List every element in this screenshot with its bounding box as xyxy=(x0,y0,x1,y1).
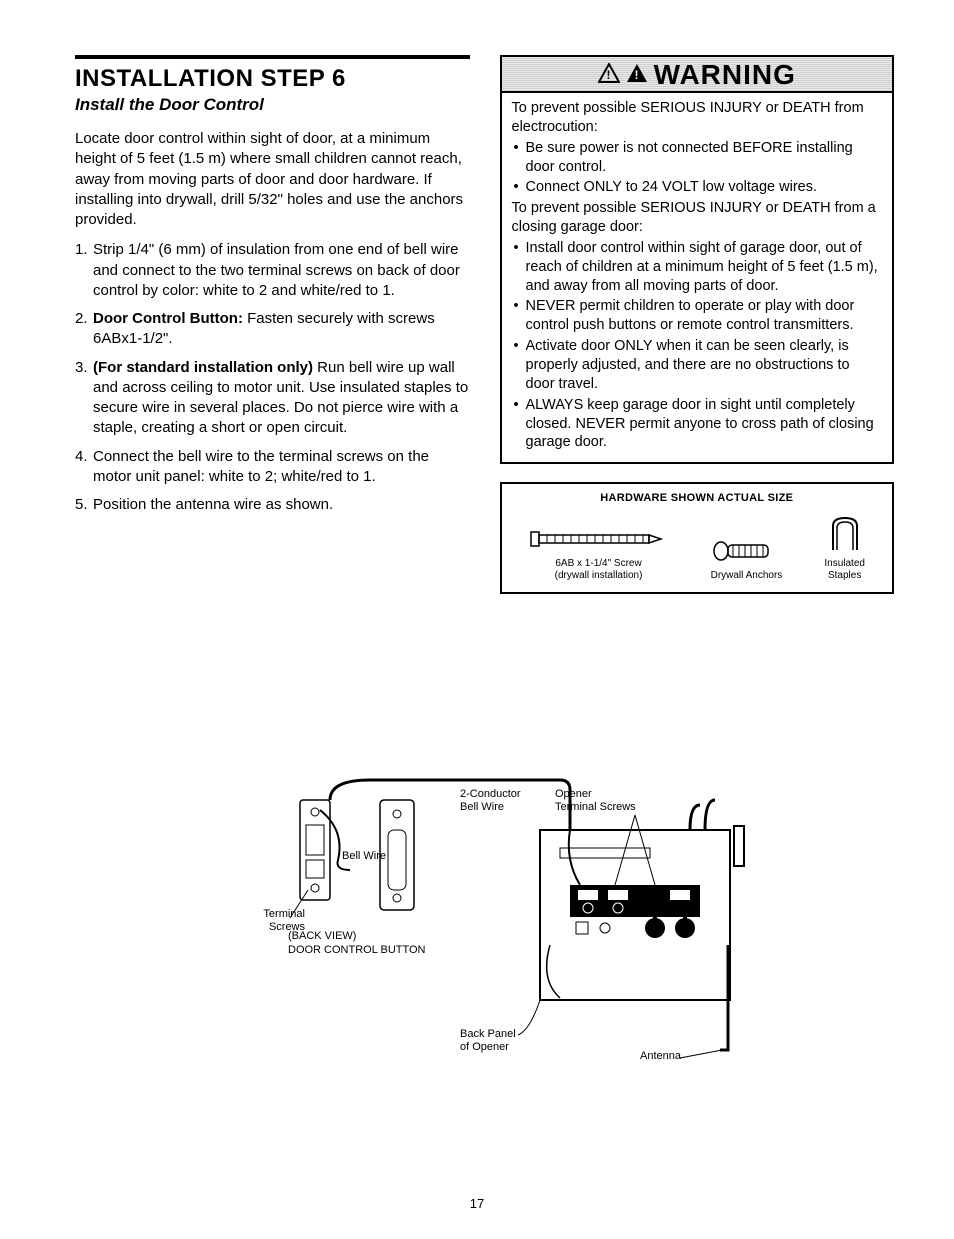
warning-triangle-icon: ! xyxy=(598,63,620,87)
svg-text:!: ! xyxy=(634,68,639,82)
label-two-conductor: 2-ConductorBell Wire xyxy=(460,788,521,813)
label-back-panel: Back Panelof Opener xyxy=(460,1028,516,1053)
warning-p2: To prevent possible SERIOUS INJURY or DE… xyxy=(512,199,883,237)
anchor-label: Drywall Anchors xyxy=(711,570,783,582)
label-back-view: (BACK VIEW) xyxy=(288,930,356,943)
warning-p1: To prevent possible SERIOUS INJURY or DE… xyxy=(512,99,883,137)
hardware-anchor: Drywall Anchors xyxy=(711,536,783,582)
hardware-title: HARDWARE SHOWN ACTUAL SIZE xyxy=(512,492,883,504)
staple-icon xyxy=(827,514,863,554)
warning-bullet-4: NEVER permit children to operate or play… xyxy=(512,297,883,335)
step-4: Connect the bell wire to the terminal sc… xyxy=(75,447,470,488)
warning-bullet-6: ALWAYS keep garage door in sight until c… xyxy=(512,396,883,453)
screw-icon xyxy=(529,524,669,554)
step-heading: INSTALLATION STEP 6 xyxy=(75,65,470,93)
warning-body: To prevent possible SERIOUS INJURY or DE… xyxy=(502,93,893,462)
step-3: (For standard installation only) Run bel… xyxy=(75,358,470,439)
hardware-screw: 6AB x 1-1/4" Screw (drywall installation… xyxy=(529,524,669,582)
warning-bullet-5: Activate door ONLY when it can be seen c… xyxy=(512,337,883,394)
warning-header: ! ! WARNING xyxy=(502,57,893,93)
anchor-icon xyxy=(711,536,781,566)
label-opener-terminal: OpenerTerminal Screws xyxy=(555,788,636,813)
intro-paragraph: Locate door control within sight of door… xyxy=(75,129,470,230)
label-bell-wire: Bell Wire xyxy=(342,850,386,863)
right-column: ! ! WARNING To prevent possible SERIOUS … xyxy=(500,55,895,594)
staple-label: Insulated xyxy=(824,558,865,570)
hardware-staple: Insulated Staples xyxy=(824,514,865,582)
heading-rule xyxy=(75,55,470,59)
svg-text:!: ! xyxy=(606,68,611,82)
numbered-steps: Strip 1/4" (6 mm) of insulation from one… xyxy=(75,240,470,515)
warning-title: WARNING xyxy=(654,59,796,91)
label-door-control-button: DOOR CONTROL BUTTON xyxy=(288,944,426,957)
wiring-diagram: Bell Wire Terminal Screws (BACK VIEW) DO… xyxy=(260,770,760,1100)
hardware-box: HARDWARE SHOWN ACTUAL SIZE xyxy=(500,482,895,594)
step-3-bold: (For standard installation only) xyxy=(93,359,313,376)
warning-bullet-3: Install door control within sight of gar… xyxy=(512,239,883,296)
warning-box: ! ! WARNING To prevent possible SERIOUS … xyxy=(500,55,895,464)
step-5: Position the antenna wire as shown. xyxy=(75,495,470,515)
step-2: Door Control Button: Fasten securely wit… xyxy=(75,309,470,350)
warning-triangle-solid-icon: ! xyxy=(626,63,648,87)
warning-bullet-2: Connect ONLY to 24 VOLT low voltage wire… xyxy=(512,178,883,197)
step-subheading: Install the Door Control xyxy=(75,95,470,115)
step-1: Strip 1/4" (6 mm) of insulation from one… xyxy=(75,240,470,301)
step-2-bold: Door Control Button: xyxy=(93,310,243,327)
left-column: INSTALLATION STEP 6 Install the Door Con… xyxy=(75,55,470,594)
staple-sublabel: Staples xyxy=(824,570,865,582)
warning-bullet-1: Be sure power is not connected BEFORE in… xyxy=(512,139,883,177)
page-number: 17 xyxy=(0,1196,954,1211)
label-antenna: Antenna xyxy=(640,1050,681,1063)
screw-label: 6AB x 1-1/4" Screw xyxy=(529,558,669,570)
screw-sublabel: (drywall installation) xyxy=(529,570,669,582)
